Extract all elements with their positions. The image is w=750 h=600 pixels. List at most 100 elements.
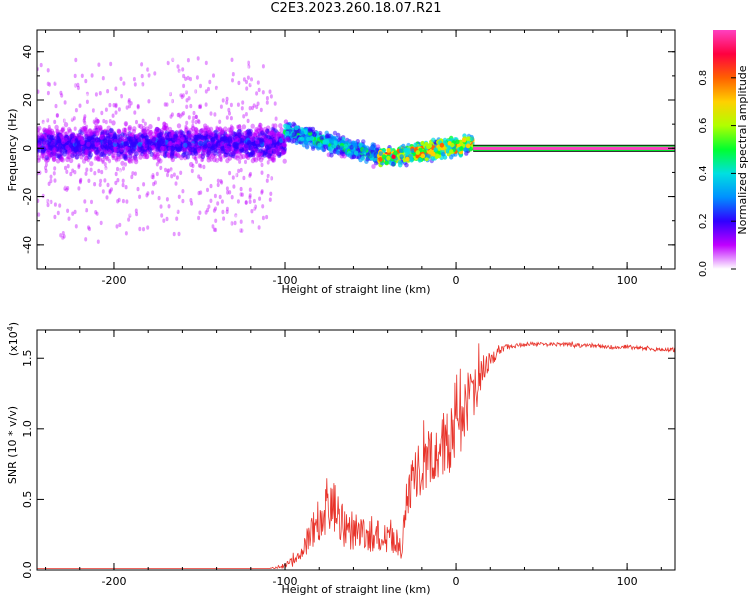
spectrogram-cell: [156, 156, 161, 162]
spectrogram-cell: [209, 164, 213, 169]
spectrogram-cell: [178, 240, 182, 246]
spectrogram-cell: [119, 248, 122, 253]
spectrogram-cell: [138, 226, 142, 232]
spectrogram-cell: [270, 243, 274, 249]
spectrogram-cell: [155, 253, 158, 258]
spectrogram-cell: [118, 218, 122, 224]
spectrogram-cell: [214, 218, 218, 223]
spectrogram-cell: [96, 239, 100, 244]
spectrogram-cell: [165, 41, 169, 46]
spectrogram-cell: [96, 45, 100, 50]
spectrogram-cell: [114, 110, 118, 115]
spectrogram-cell: [258, 263, 262, 268]
spectrogram-cell: [217, 126, 223, 132]
spectrogram-cell: [205, 77, 208, 82]
spectrogram-cell: [104, 167, 108, 172]
spectrogram-cell: [227, 127, 232, 133]
spectrogram-cell: [85, 91, 89, 97]
spectrogram-cell: [182, 36, 186, 41]
spectrogram-cell: [209, 198, 213, 203]
spectrogram-cell: [210, 31, 213, 36]
spectrogram-cell: [171, 137, 176, 143]
spectrogram-cell: [99, 242, 103, 247]
spectrogram-cell: [213, 48, 217, 53]
spectrogram-cell: [133, 171, 137, 176]
spectrogram-cell: [78, 44, 82, 49]
spectrogram-cell: [230, 57, 234, 62]
spectrogram-cell: [176, 245, 180, 251]
spectrogram-cell: [257, 124, 262, 131]
spectrogram-cell: [194, 156, 198, 161]
spectrogram-cell: [84, 171, 88, 176]
spectrogram-cell: [85, 124, 89, 129]
spectrogram-cell: [256, 76, 260, 81]
spectrogram-cell: [226, 190, 230, 195]
spectrogram-cell: [109, 172, 113, 177]
spectrogram-cell: [270, 176, 274, 181]
spectrogram-cell: [265, 178, 269, 183]
spectrogram-cell: [47, 58, 51, 64]
spectrogram-cell: [170, 169, 174, 174]
x-tick-label: 100: [617, 575, 638, 588]
spectrogram-cell: [329, 152, 334, 158]
spectrogram-cell: [247, 258, 251, 263]
spectrogram-cell: [82, 258, 86, 264]
spectrogram-cell: [216, 115, 220, 120]
spectrogram-cell: [386, 155, 391, 161]
spectrogram-cell: [99, 38, 103, 43]
spectrogram-cell: [231, 233, 235, 238]
spectrogram-cell: [431, 151, 436, 157]
spectrogram-cell: [365, 156, 370, 162]
spectrogram-cell: [41, 155, 45, 160]
spectrogram-cell: [231, 151, 236, 157]
spectrogram-cell: [212, 63, 216, 68]
spectrogram-cell: [249, 47, 253, 52]
spectrogram-cell: [105, 156, 110, 162]
spectrogram-cell: [51, 238, 55, 243]
spectrogram-cell: [147, 80, 151, 86]
spectrogram-cell: [255, 251, 259, 256]
spectrogram-cell: [246, 65, 250, 71]
spectrogram-cell: [61, 47, 65, 52]
spectrogram-cell: [93, 182, 97, 187]
spectrogram-cell: [247, 247, 251, 253]
spectrogram-cell: [260, 130, 265, 136]
spectrogram-cell: [268, 175, 272, 181]
spectrogram-cell: [249, 234, 253, 239]
spectrogram-cell: [111, 120, 116, 126]
spectrogram-cell: [45, 51, 48, 56]
spectrogram-cell: [212, 157, 217, 163]
spectrogram-cell: [247, 230, 251, 235]
spectrogram-cell: [157, 158, 161, 163]
spectrogram-cell: [132, 257, 136, 263]
y-tick-label: 1.0: [21, 420, 34, 438]
spectrogram-cell: [150, 231, 154, 236]
spectrogram-cell: [60, 126, 66, 132]
spectrogram-cell: [146, 67, 150, 72]
spectrogram-cell: [169, 167, 173, 172]
spectrogram-cell: [173, 171, 177, 176]
spectrogram-cell: [265, 100, 269, 105]
spectrogram-cell: [173, 40, 177, 45]
spectrogram-cell: [189, 163, 193, 168]
spectrogram-cell: [167, 57, 171, 62]
spectrogram-cell: [100, 40, 104, 45]
spectrogram-cell: [56, 113, 59, 118]
spectrogram-cell: [120, 37, 123, 42]
spectrogram-cell: [134, 245, 138, 250]
spectrogram-cell: [78, 103, 82, 108]
spectrogram-cell: [181, 245, 185, 250]
spectrogram-cell: [188, 46, 191, 51]
spectrogram-cell: [266, 160, 270, 165]
spectrogram-cell: [207, 156, 211, 161]
spectrogram-cell: [365, 152, 371, 158]
spectrogram-cell: [157, 264, 160, 269]
spectrogram-cell: [134, 133, 140, 139]
spectrogram-cell: [130, 148, 136, 154]
spectrogram-cell: [243, 102, 247, 107]
spectrogram-cell: [170, 112, 174, 117]
spectrogram-cell: [201, 103, 205, 108]
spectrogram-cell: [134, 60, 138, 65]
spectrogram-cell: [227, 54, 231, 59]
